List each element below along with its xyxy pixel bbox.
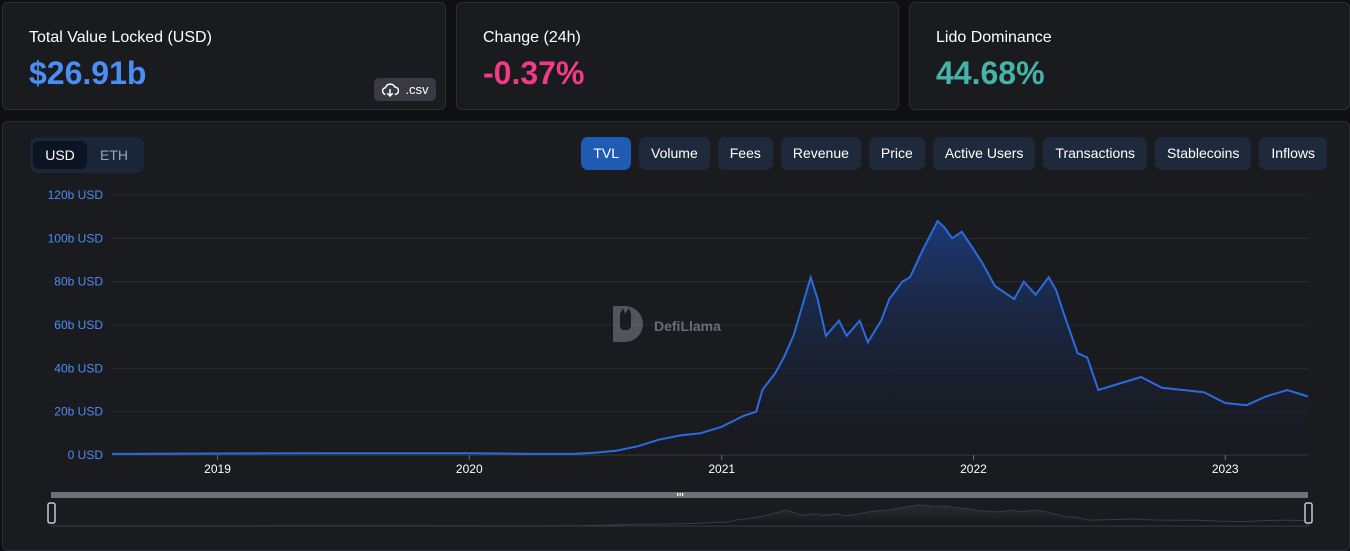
dominance-label: Lido Dominance <box>936 29 1052 46</box>
tab-active-users[interactable]: Active Users <box>932 137 1036 170</box>
csv-download-button[interactable]: .csv <box>374 78 436 101</box>
denomination-eth[interactable]: ETH <box>100 147 128 163</box>
denomination-usd[interactable]: USD <box>33 141 87 169</box>
tab-stablecoins[interactable]: Stablecoins <box>1155 137 1252 170</box>
tvl-label: Total Value Locked (USD) <box>29 29 212 46</box>
tab-tvl[interactable]: TVL <box>581 137 632 170</box>
dominance-value: 44.68% <box>936 55 1045 91</box>
dominance-card: Lido Dominance 44.68% <box>909 2 1350 110</box>
tab-price[interactable]: Price <box>868 137 925 170</box>
tab-volume[interactable]: Volume <box>639 137 710 170</box>
tab-revenue[interactable]: Revenue <box>780 137 861 170</box>
change-value: -0.37% <box>483 55 585 91</box>
chart-card: USD ETH TVL Volume Fees Revenue Price Ac… <box>2 121 1350 551</box>
tab-inflows[interactable]: Inflows <box>1259 137 1327 170</box>
tvl-value: $26.91b <box>29 55 147 91</box>
denomination-toggle: USD ETH <box>30 137 144 173</box>
tab-transactions[interactable]: Transactions <box>1043 137 1148 170</box>
tvl-card: Total Value Locked (USD) $26.91b .csv <box>2 2 446 110</box>
change-label: Change (24h) <box>483 29 581 46</box>
csv-label: .csv <box>405 82 429 97</box>
tab-fees[interactable]: Fees <box>717 137 773 170</box>
change-card: Change (24h) -0.37% <box>456 2 899 110</box>
metric-tabs: TVL Volume Fees Revenue Price Active Use… <box>581 137 1327 170</box>
cloud-download-icon <box>382 82 400 97</box>
